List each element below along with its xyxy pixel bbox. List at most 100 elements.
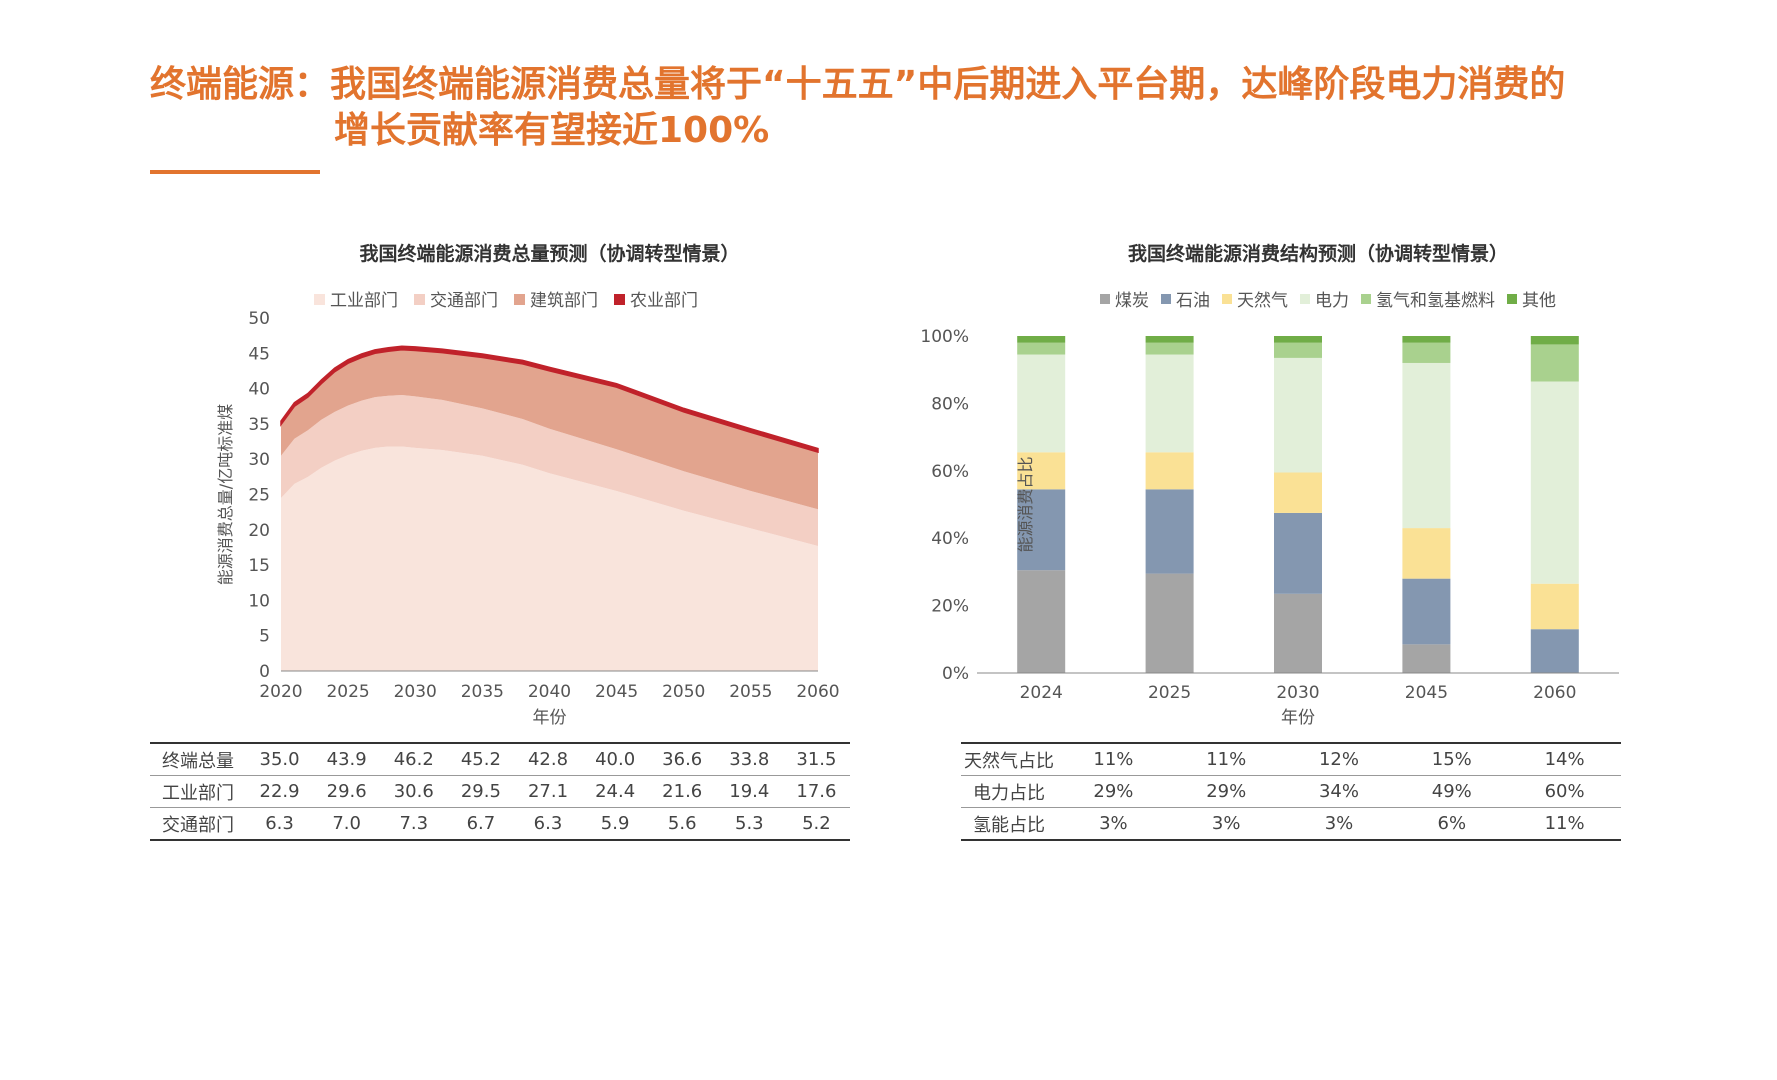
x-tick-label-7: 2055: [729, 682, 772, 702]
bar-2045-0: [1402, 644, 1451, 673]
bar-2025-2: [1145, 452, 1194, 490]
table-cell: 29%: [1093, 781, 1134, 802]
table-cell: 5.3: [735, 813, 764, 834]
y-tick-label-3: 60%: [931, 462, 969, 482]
table-cell: 45.2: [460, 749, 501, 770]
table-cell: 24.4: [595, 781, 636, 802]
legend-label-0: 工业部门: [330, 291, 398, 311]
table-cell: 60%: [1544, 781, 1585, 802]
table-cell: 34%: [1318, 781, 1359, 802]
bar-2060-2: [1530, 583, 1579, 630]
bar-2025-4: [1145, 342, 1194, 355]
bar-2025-1: [1145, 489, 1194, 574]
table-row: 工业部门 22.9 29.6 30.6 29.5 27.1 24.4 21.6 19.4 17.6: [150, 776, 850, 808]
x-tick-label-2: 2030: [1276, 683, 1319, 703]
table-cell: 11%: [1093, 749, 1134, 770]
area-series-1: [281, 395, 818, 546]
y-tick-label-7: 35: [248, 415, 270, 435]
legend-label-1: 石油: [1176, 291, 1210, 311]
bar-2060-4: [1530, 344, 1579, 382]
legend-swatch-4: [1361, 294, 1371, 304]
bar-2030-3: [1274, 357, 1322, 473]
y-tick-label-2: 40%: [931, 529, 969, 549]
bar-2045-4: [1402, 342, 1451, 363]
legend-swatch-2: [1222, 294, 1232, 304]
table-cell: 7.0: [332, 813, 361, 834]
table-cell: 11%: [1544, 813, 1585, 834]
table-row-label: 电力占比: [973, 782, 1045, 804]
y-axis-label: 能源消费占比: [1016, 456, 1035, 552]
bar-2025-5: [1145, 336, 1194, 343]
legend-swatch-2: [514, 294, 525, 305]
y-tick-label-4: 20: [248, 521, 270, 541]
table-row: 交通部门 6.3 7.0 7.3 6.7 6.3 5.9 5.6 5.3 5.2: [150, 808, 850, 840]
table-row: 氢能占比 3% 3% 3% 6% 11%: [961, 808, 1621, 840]
table-cell: 3%: [1099, 813, 1128, 834]
x-tick-label-3: 2045: [1405, 683, 1448, 703]
page-title-line-2: 增长贡献率有望接近100%: [334, 110, 770, 151]
table-cell: 43.9: [326, 749, 367, 770]
x-tick-label-0: 2020: [259, 682, 302, 702]
table-row-label: 交通部门: [162, 814, 234, 836]
table-cell: 29%: [1206, 781, 1247, 802]
title-underline: [150, 170, 320, 174]
y-tick-label-8: 40: [248, 380, 270, 400]
bar-2030-0: [1274, 593, 1322, 673]
bar-2045-2: [1402, 528, 1451, 579]
x-tick-label-5: 2045: [595, 682, 638, 702]
x-tick-label-1: 2025: [326, 682, 369, 702]
legend-swatch-1: [1161, 294, 1171, 304]
area-series-2: [281, 349, 818, 510]
bar-2024-3: [1017, 354, 1066, 453]
y-tick-label-5: 25: [248, 486, 270, 506]
y-tick-label-3: 15: [248, 556, 270, 576]
table-cell: 46.2: [393, 749, 434, 770]
legend-swatch-5: [1507, 294, 1517, 304]
y-tick-label-0: 0: [259, 662, 270, 682]
table-cell: 3%: [1324, 813, 1354, 834]
legend-label-1: 交通部门: [430, 291, 498, 311]
page-title-line-1: 终端能源：我国终端能源消费总量将于“十五五”中后期进入平台期，达峰阶段电力消费的: [150, 64, 1566, 105]
bar-2030-1: [1274, 512, 1322, 594]
legend-label-2: 建筑部门: [530, 291, 598, 311]
bar-2030-4: [1274, 342, 1322, 358]
stacked-bar-chart: 我国终端能源消费结构预测（协调转型情景） 煤炭 石油 天然气 电力 氢气和氢基燃料 其他 0%…: [920, 242, 1619, 728]
table-row-label: 氢能占比: [973, 814, 1045, 836]
table-cell: 6.3: [533, 813, 563, 834]
x-tick-label-8: 2060: [796, 682, 839, 702]
x-axis-label: 年份: [1281, 708, 1315, 728]
legend-label-0: 煤炭: [1115, 291, 1149, 311]
x-tick-label-0: 2024: [1020, 683, 1063, 703]
legend-swatch-0: [1100, 294, 1110, 304]
table-cell: 12%: [1318, 749, 1359, 770]
area-chart-title: 我国终端能源消费总量预测（协调转型情景）: [359, 242, 739, 265]
table-cell: 5.9: [600, 813, 630, 834]
table-cell: 36.6: [662, 749, 703, 770]
bar-2030-2: [1274, 472, 1322, 513]
legend-label-5: 其他: [1522, 291, 1556, 311]
table-cell: 29.6: [326, 781, 367, 802]
area-chart-data-table: 终端总量 35.0 43.9 46.2 45.2 42.8 40.0 36.6 33.8 31.5…: [150, 742, 850, 841]
table-cell: 31.5: [796, 749, 837, 770]
table-cell: 35.0: [259, 749, 300, 770]
bar-chart-data-table: 天然气占比 11% 11% 12% 15% 14% 电力占比 29% 29% 34% 49% 60% 氢…: [961, 742, 1621, 841]
table-cell: 33.8: [729, 749, 770, 770]
table-cell: 5.2: [802, 813, 831, 834]
y-tick-label-10: 50: [248, 309, 270, 329]
bar-2024-0: [1017, 570, 1066, 673]
table-cell: 5.6: [667, 813, 697, 834]
area-series-3: [280, 345, 819, 454]
x-tick-label-4: 2040: [528, 682, 571, 702]
table-cell: 15%: [1431, 749, 1472, 770]
y-tick-label-4: 80%: [931, 394, 969, 414]
bar-2060-1: [1530, 629, 1579, 673]
legend-label-3: 农业部门: [630, 291, 698, 311]
bar-2060-3: [1530, 381, 1579, 584]
table-cell: 29.5: [460, 781, 501, 802]
y-tick-label-6: 30: [248, 450, 270, 470]
page-title: 终端能源：我国终端能源消费总量将于“十五五”中后期进入平台期，达峰阶段电力消费的…: [150, 62, 1710, 154]
x-tick-label-6: 2050: [662, 682, 705, 702]
table-cell: 27.1: [527, 781, 569, 802]
bar-2045-1: [1402, 578, 1451, 645]
y-tick-label-9: 45: [248, 344, 270, 364]
